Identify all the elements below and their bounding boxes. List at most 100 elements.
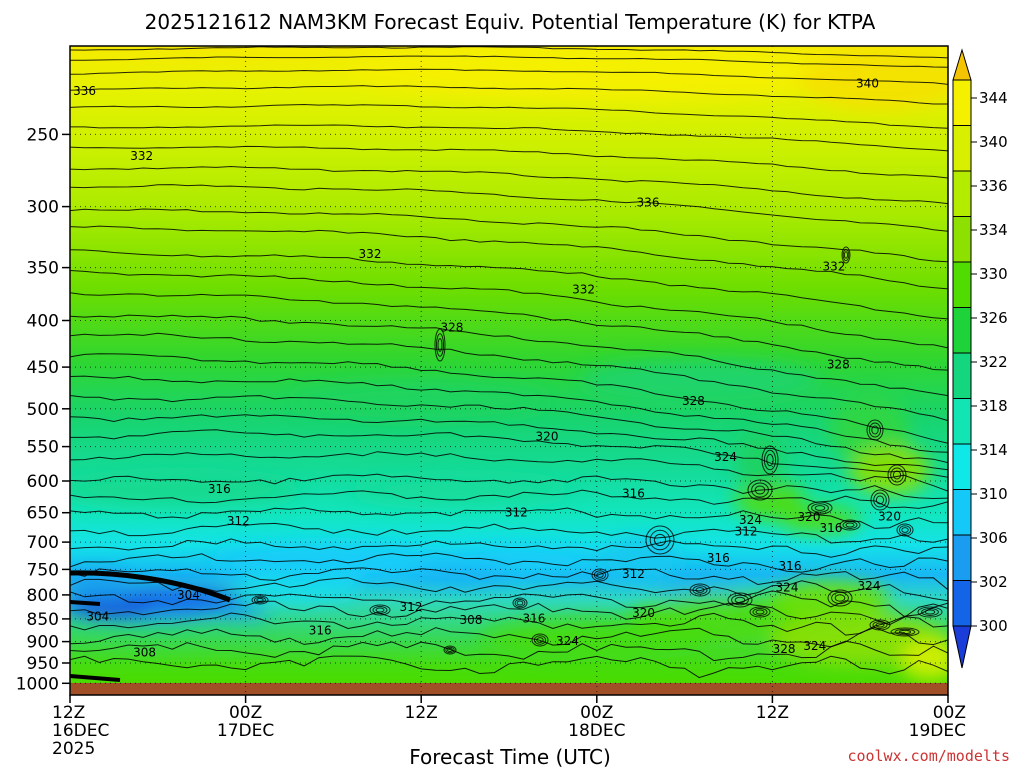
colorbar-segment (952, 580, 972, 627)
theta-e-color-field (70, 46, 948, 683)
contour-label: 328 (827, 358, 850, 372)
colorbar-label: 318 (979, 397, 1008, 415)
contour-label: 320 (878, 509, 901, 523)
x-tick-date: 17DEC (217, 721, 274, 741)
colorbar-label: 334 (979, 221, 1008, 239)
colorbar-label: 336 (979, 177, 1008, 195)
contour-label: 308 (133, 645, 156, 659)
colorbar-segment (952, 79, 972, 126)
colorbar-label: 300 (979, 617, 1008, 635)
y-tick-label: 350 (27, 259, 59, 279)
contour-label: 336 (73, 84, 96, 98)
y-tick-label: 300 (27, 198, 59, 218)
contour-label: 316 (622, 486, 645, 500)
colorbar-segment (952, 216, 972, 263)
colorbar-label: 330 (979, 265, 1008, 283)
x-tick-date: 18DEC (568, 721, 625, 741)
y-tick-label: 800 (27, 586, 59, 606)
contour-label: 304 (177, 588, 200, 602)
contour-label: 312 (227, 514, 250, 528)
colorbar-segment (952, 170, 972, 217)
contour-label: 332 (359, 247, 382, 261)
contour-label: 312 (735, 525, 758, 539)
colorbar-label: 306 (979, 529, 1008, 547)
y-tick-label: 400 (27, 312, 59, 332)
x-tick-time: 12Z (52, 703, 85, 723)
ground-surface-bar (70, 683, 948, 695)
contour-label: 332 (130, 149, 153, 163)
x-tick-year: 2025 (52, 739, 95, 759)
contour-label: 324 (803, 639, 826, 653)
contour-label: 308 (460, 613, 483, 627)
colorbar-segment (952, 125, 972, 172)
colorbar-segment (952, 534, 972, 581)
y-tick-label: 550 (27, 438, 59, 458)
pressure-axis: 250 300 350 400 450 500 550 600 650 700 750 800 850 9… (16, 125, 70, 694)
colorbar-segment (952, 307, 972, 354)
contour-label: 312 (400, 600, 423, 614)
contour-label: 328 (440, 320, 463, 334)
y-tick-label: 650 (27, 504, 59, 524)
contour-label: 324 (714, 450, 737, 464)
colorbar-segment (952, 489, 972, 536)
colorbar-segment (952, 398, 972, 445)
y-tick-label: 700 (27, 533, 59, 553)
y-tick-label: 750 (27, 560, 59, 580)
colorbar-segment (952, 261, 972, 308)
y-tick-label: 450 (27, 358, 59, 378)
contour-label: 316 (522, 612, 545, 626)
colorbar-label: 314 (979, 441, 1008, 459)
contour-label: 328 (682, 394, 705, 408)
contour-label: 324 (556, 634, 579, 648)
x-tick-time: 00Z (580, 703, 613, 723)
colorbar-bottom-arrow (952, 625, 972, 669)
contour-label: 316 (779, 559, 802, 573)
colorbar-label: 344 (979, 89, 1008, 107)
colorbar-label: 322 (979, 353, 1008, 371)
y-tick-label: 900 (27, 633, 59, 653)
contour-label: 312 (505, 506, 528, 520)
colorbar-label: 302 (979, 573, 1008, 591)
contour-label: 332 (822, 260, 845, 274)
chart-title: 2025121612 NAM3KM Forecast Equiv. Potent… (145, 10, 876, 34)
contour-label: 328 (773, 642, 796, 656)
y-tick-label: 850 (27, 610, 59, 630)
colorbar-label: 326 (979, 309, 1008, 327)
x-tick-time: 12Z (405, 703, 438, 723)
colorbar-label: 340 (979, 133, 1008, 151)
plot-frame (69, 45, 949, 696)
y-tick-label: 600 (27, 472, 59, 492)
contour-label: 340 (856, 77, 879, 91)
x-tick-time: 00Z (229, 703, 262, 723)
grid-lines (70, 46, 948, 695)
y-tick-label: 250 (27, 125, 59, 145)
colorbar-segment (952, 443, 972, 490)
x-tick-time: 12Z (756, 703, 789, 723)
colorbar-top-arrow (952, 48, 972, 81)
x-tick-date: 19DEC (909, 721, 966, 741)
field-anomalies (70, 46, 948, 680)
colorbar-segment (952, 352, 972, 399)
contour-label: 316 (819, 521, 842, 535)
x-axis-label: Forecast Time (UTC) (409, 745, 611, 768)
contour-label: 312 (622, 567, 645, 581)
y-tick-label: 950 (27, 654, 59, 674)
contour-label: 320 (632, 606, 655, 620)
contour-label: 316 (707, 551, 730, 565)
contour-label: 324 (739, 513, 762, 527)
contour-label: 324 (776, 580, 799, 594)
contour-lines (70, 46, 948, 682)
contour-label: 324 (858, 579, 881, 593)
colorbar-label: 310 (979, 485, 1008, 503)
colorbar: 344 340 336 334 330 326 322 318 314 310 306 302 300 (952, 48, 1008, 669)
contour-label: 320 (536, 429, 559, 443)
contour-label: 320 (798, 510, 821, 524)
x-tick-date: 16DEC (52, 721, 109, 741)
x-tick-time: 00Z (933, 703, 966, 723)
contour-label: 316 (309, 623, 332, 637)
contour-label: 336 (637, 196, 660, 210)
y-tick-label: 500 (27, 400, 59, 420)
